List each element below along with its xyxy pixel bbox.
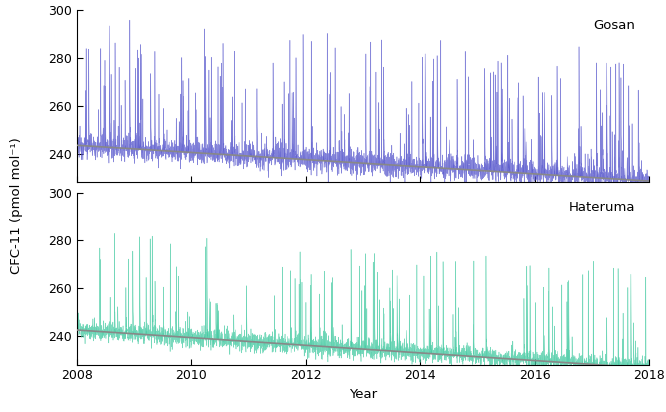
Text: Hateruma: Hateruma	[569, 201, 635, 214]
Text: CFC-11 (pmol mol⁻¹): CFC-11 (pmol mol⁻¹)	[10, 138, 23, 274]
X-axis label: Year: Year	[349, 388, 377, 401]
Text: Gosan: Gosan	[593, 19, 635, 32]
